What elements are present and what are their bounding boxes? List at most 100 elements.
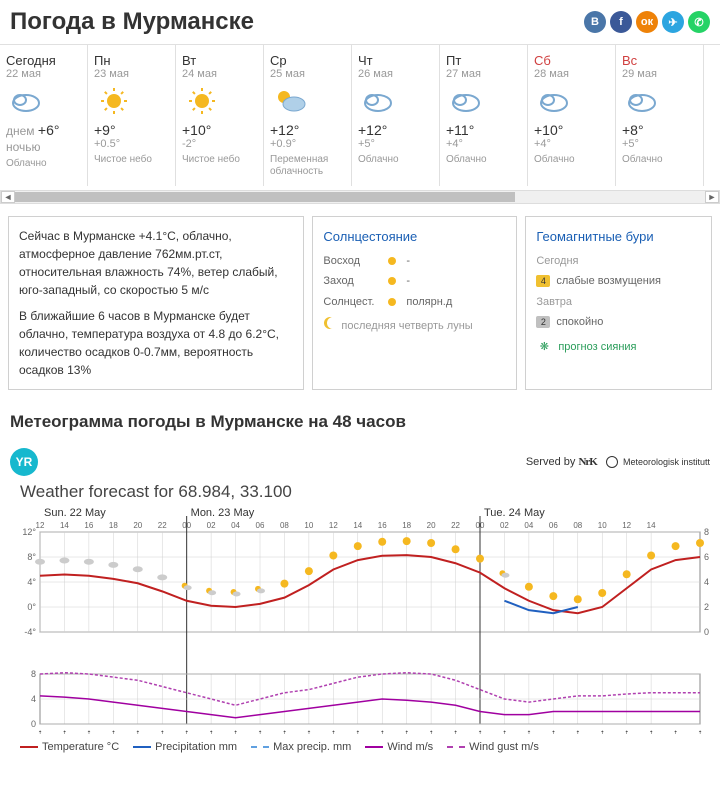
geo-panel: Геомагнитные бури Сегодня 4слабые возмущ… (525, 216, 712, 390)
svg-text:08: 08 (573, 521, 582, 530)
scroll-thumb[interactable] (15, 192, 515, 202)
meteogram-panel: YR Served by NrK Meteorologisk institutt… (0, 438, 720, 767)
svg-text:0°: 0° (27, 602, 36, 612)
weather-icon (6, 86, 46, 116)
svg-text:6: 6 (704, 552, 709, 562)
temp-night: ночью (6, 140, 81, 154)
svg-text:↑: ↑ (404, 728, 409, 734)
condition-label: Облачно (446, 154, 521, 166)
svg-text:↑: ↑ (258, 728, 263, 734)
condition-label: Переменная облачность (270, 154, 345, 178)
forecast-location: Weather forecast for 68.984, 33.100 (20, 482, 710, 502)
moon-phase: последняя четверть луны (323, 316, 506, 336)
fb-icon[interactable]: f (610, 11, 632, 33)
weather-icon (182, 86, 222, 116)
meteogram-chart: 12°8°4°0°-4°8642012141618202200020406081… (10, 504, 710, 734)
temp-low: +0.5° (94, 138, 169, 150)
horizontal-scrollbar[interactable]: ◄ ► (0, 190, 720, 204)
temp-low: +4° (534, 138, 609, 150)
svg-text:↑: ↑ (355, 728, 360, 734)
sun-small-icon (384, 294, 400, 310)
svg-text:-4°: -4° (24, 627, 36, 637)
day-date: 29 мая (622, 68, 697, 80)
day-card[interactable]: Ср 25 мая +12° +0.9° Переменная облачнос… (264, 45, 352, 186)
yr-logo-icon: YR (10, 448, 38, 476)
svg-text:14: 14 (353, 521, 362, 530)
day-name: Вс (622, 53, 697, 68)
condition-label: Чистое небо (94, 154, 169, 166)
svg-text:12°: 12° (22, 527, 36, 537)
condition-label: Облачно (6, 158, 81, 170)
svg-text:14: 14 (60, 521, 69, 530)
svg-text:04: 04 (524, 521, 533, 530)
day-name: Вт (182, 53, 257, 68)
svg-text:12: 12 (622, 521, 631, 530)
svg-text:02: 02 (207, 521, 216, 530)
day-date: 24 мая (182, 68, 257, 80)
geo-row: Завтра 2спокойно (536, 294, 701, 331)
sun-row: Солнцест.полярн.д (323, 294, 506, 311)
svg-text:12: 12 (36, 521, 45, 530)
svg-text:Sun. 22 May: Sun. 22 May (44, 507, 106, 519)
day-name: Сегодня (6, 53, 81, 68)
weather-icon (270, 86, 310, 116)
day-date: 22 мая (6, 68, 81, 80)
svg-text:↑: ↑ (233, 728, 238, 734)
scroll-left-icon[interactable]: ◄ (1, 191, 15, 203)
day-card[interactable]: Сб 28 мая +10° +4° Облачно (528, 45, 616, 186)
svg-text:↑: ↑ (673, 728, 678, 734)
geo-title[interactable]: Геомагнитные бури (536, 227, 701, 247)
svg-text:↑: ↑ (453, 728, 458, 734)
day-card[interactable]: Пн 23 мая +9° +0.5° Чистое небо (88, 45, 176, 186)
day-name: Пн (94, 53, 169, 68)
svg-text:12: 12 (329, 521, 338, 530)
aurora-link[interactable]: прогноз сияния (558, 339, 636, 356)
geo-badge: 4 (536, 275, 550, 287)
day-card[interactable]: Чт 26 мая +12° +5° Облачно (352, 45, 440, 186)
forecast-row: Сегодня 22 мая днем +6°ночью Облачно Пн … (0, 44, 720, 186)
wa-icon[interactable]: ✆ (688, 11, 710, 33)
svg-text:↑: ↑ (575, 728, 580, 734)
now-text-1: Сейчас в Мурманске +4.1°С, облачно, атмо… (19, 227, 293, 299)
day-date: 27 мая (446, 68, 521, 80)
day-card[interactable]: Сегодня 22 мая днем +6°ночью Облачно (0, 45, 88, 186)
sun-title[interactable]: Солнцестояние (323, 227, 506, 247)
nrk-logo: NrK (578, 456, 596, 468)
svg-text:↑: ↑ (306, 728, 311, 734)
moon-label: последняя четверть луны (341, 318, 472, 335)
svg-text:20: 20 (427, 521, 436, 530)
legend-item: Wind m/s (365, 741, 433, 753)
day-card[interactable]: Вс 29 мая +8° +5° Облачно (616, 45, 704, 186)
svg-text:14: 14 (647, 521, 656, 530)
weather-icon (446, 86, 486, 116)
current-conditions-panel: Сейчас в Мурманске +4.1°С, облачно, атмо… (8, 216, 304, 390)
day-card[interactable]: Вт 24 мая +10° -2° Чистое небо (176, 45, 264, 186)
day-date: 26 мая (358, 68, 433, 80)
vk-icon[interactable]: В (584, 11, 606, 33)
svg-text:Tue. 24 May: Tue. 24 May (484, 507, 545, 519)
svg-text:0: 0 (704, 627, 709, 637)
weather-icon (622, 86, 662, 116)
svg-text:↑: ↑ (649, 728, 654, 734)
svg-text:08: 08 (280, 521, 289, 530)
svg-text:↑: ↑ (526, 728, 531, 734)
svg-text:16: 16 (378, 521, 387, 530)
svg-text:↑: ↑ (184, 728, 189, 734)
svg-text:↑: ↑ (698, 728, 703, 734)
moon-icon (323, 316, 337, 336)
ok-icon[interactable]: ок (636, 11, 658, 33)
svg-text:↑: ↑ (502, 728, 507, 734)
tg-icon[interactable]: ✈ (662, 11, 684, 33)
day-date: 25 мая (270, 68, 345, 80)
chart-legend: Temperature °CPrecipitation mmMax precip… (10, 737, 710, 757)
day-card[interactable]: Пт 27 мая +11° +4° Облачно (440, 45, 528, 186)
temp-high: +11° (446, 122, 521, 138)
weather-icon (94, 86, 134, 116)
social-share: Вfок✈✆ (584, 11, 710, 33)
scroll-right-icon[interactable]: ► (705, 191, 719, 203)
svg-text:↑: ↑ (62, 728, 67, 734)
svg-text:06: 06 (256, 521, 265, 530)
weather-icon (534, 86, 574, 116)
svg-text:02: 02 (500, 521, 509, 530)
svg-text:↑: ↑ (380, 728, 385, 734)
